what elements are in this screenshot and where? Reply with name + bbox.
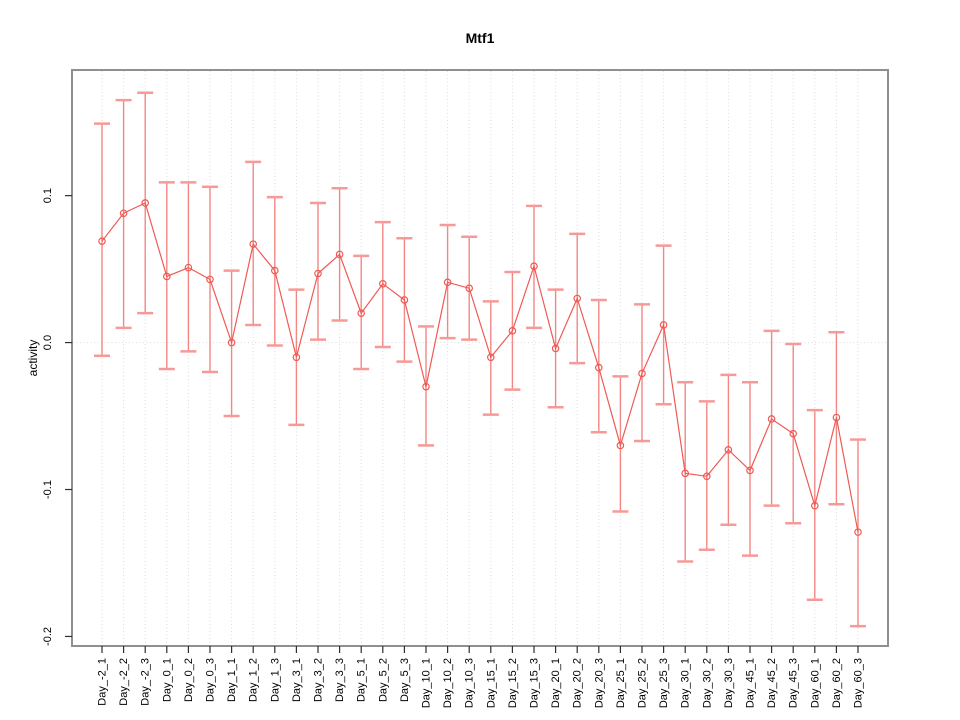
data-point — [638, 369, 646, 378]
series-line — [101, 202, 859, 533]
x-tick-label: Day_45_3 — [788, 658, 800, 708]
data-point — [335, 250, 344, 259]
data-point — [702, 472, 711, 481]
y-tick-label: 0.0 — [42, 335, 54, 350]
data-point — [98, 237, 106, 245]
x-tick-label: Day_1_2 — [248, 658, 260, 702]
data-point — [422, 382, 430, 391]
x-tick-label: Day_0_2 — [183, 658, 195, 702]
x-tick-label: Day_0_3 — [205, 658, 217, 702]
x-tick-label: Day_-2_3 — [140, 658, 152, 706]
data-point — [681, 469, 690, 478]
x-tick-label: Day_-2_2 — [118, 658, 130, 706]
data-point — [249, 240, 258, 248]
chart-title: Mtf1 — [465, 30, 495, 46]
data-point — [270, 266, 279, 275]
y-tick-label: -0.2 — [42, 627, 54, 646]
data-point — [378, 279, 387, 288]
data-point — [616, 441, 625, 450]
x-tick-label: Day_3_3 — [334, 658, 346, 702]
data-point — [810, 501, 819, 510]
x-tick-label: Day_30_3 — [723, 658, 735, 708]
data-point — [227, 338, 236, 347]
x-tick-label: Day_10_2 — [442, 658, 454, 708]
x-tick-label: Day_60_3 — [853, 658, 865, 708]
x-tick-label: Day_15_1 — [485, 658, 497, 708]
x-tick-label: Day_45_2 — [766, 658, 778, 708]
data-point — [573, 294, 582, 303]
data-point — [119, 209, 128, 218]
x-tick-label: Day_45_1 — [745, 658, 757, 708]
x-tick-label: Day_15_3 — [529, 658, 541, 708]
data-point — [659, 321, 668, 329]
x-tick-label: Day_3_1 — [291, 658, 303, 702]
data-point — [746, 466, 754, 475]
data-point — [206, 275, 214, 284]
data-point — [357, 309, 366, 317]
x-tick-label: Day_1_3 — [269, 658, 281, 702]
data-point — [832, 413, 841, 422]
data-point — [789, 429, 798, 438]
x-tick-label: Day_5_2 — [377, 658, 389, 702]
data-point — [184, 263, 193, 272]
data-point — [400, 296, 409, 304]
data-point — [854, 528, 862, 536]
x-tick-label: Day_25_1 — [615, 658, 627, 708]
data-point — [292, 353, 301, 362]
data-point — [508, 327, 517, 335]
x-tick-label: Day_20_2 — [572, 658, 584, 708]
data-point — [530, 262, 538, 270]
x-tick-label: Day_30_2 — [701, 658, 713, 708]
x-tick-label: Day_15_2 — [507, 658, 519, 708]
data-point — [141, 199, 150, 207]
data-point — [314, 269, 322, 278]
data-point — [767, 415, 776, 423]
x-tick-label: Day_10_1 — [421, 658, 433, 708]
data-point — [594, 363, 603, 372]
x-tick-label: Day_20_3 — [593, 658, 605, 708]
x-tick-label: Day_25_3 — [658, 658, 670, 708]
data-point — [724, 446, 733, 454]
data-point — [465, 284, 474, 293]
y-tick-label: 0.1 — [42, 188, 54, 203]
x-tick-label: Day_30_1 — [680, 658, 692, 708]
x-tick-label: Day_20_1 — [550, 658, 562, 708]
x-tick-label: Day_0_1 — [161, 658, 173, 702]
data-point — [486, 353, 495, 362]
x-tick-label: Day_10_3 — [464, 658, 476, 708]
plot-box — [71, 69, 889, 647]
data-point — [163, 272, 171, 281]
x-tick-label: Day_25_2 — [637, 658, 649, 708]
x-tick-label: Day_3_2 — [313, 658, 325, 702]
x-tick-label: Day_5_3 — [399, 658, 411, 702]
x-tick-label: Day_60_1 — [809, 658, 821, 708]
data-point — [443, 278, 452, 287]
x-tick-label: Day_60_2 — [831, 658, 843, 708]
y-tick-label: -0.1 — [42, 480, 54, 499]
x-tick-label: Day_1_1 — [226, 658, 238, 702]
data-point — [551, 344, 560, 353]
x-tick-label: Day_-2_1 — [97, 658, 109, 706]
x-tick-label: Day_5_1 — [356, 658, 368, 702]
